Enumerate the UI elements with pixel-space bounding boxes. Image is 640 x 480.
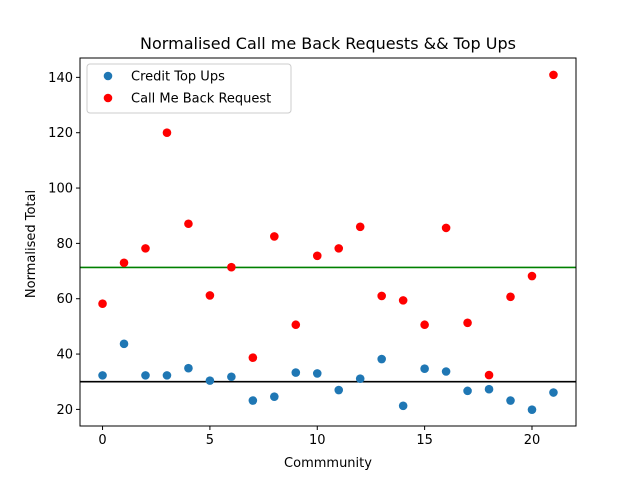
reference-lines bbox=[80, 266, 576, 383]
legend-label-1: Call Me Back Request bbox=[131, 92, 271, 107]
x-tick-label: 20 bbox=[524, 433, 541, 448]
point-series-1-4 bbox=[184, 219, 193, 229]
point-series-1-7 bbox=[248, 353, 258, 362]
point-series-1-8 bbox=[270, 232, 279, 241]
x-axis-ticks: 0 5 10 15 20 bbox=[98, 426, 540, 448]
point-series-1-5 bbox=[205, 291, 215, 300]
y-tick-label: 120 bbox=[48, 126, 73, 141]
point-series-0-12 bbox=[355, 374, 365, 383]
point-series-1-0 bbox=[98, 299, 107, 309]
point-series-0-4 bbox=[184, 363, 193, 373]
point-series-1-21 bbox=[549, 70, 558, 80]
data-points bbox=[98, 70, 558, 414]
point-series-1-17 bbox=[463, 318, 472, 328]
point-series-1-3 bbox=[162, 128, 172, 138]
point-series-0-17 bbox=[463, 386, 472, 396]
x-tick-label: 0 bbox=[98, 433, 106, 448]
point-series-0-14 bbox=[398, 401, 408, 411]
point-series-0-2 bbox=[141, 371, 150, 380]
y-tick-label: 60 bbox=[56, 292, 73, 307]
point-series-0-20 bbox=[527, 405, 537, 414]
legend-box bbox=[86, 63, 292, 114]
legend: Credit Top Ups Call Me Back Request bbox=[86, 63, 292, 114]
legend-marker-1 bbox=[103, 93, 113, 103]
plot-area-frame bbox=[79, 57, 577, 427]
y-tick-label: 40 bbox=[56, 348, 73, 363]
point-series-0-21 bbox=[549, 388, 558, 397]
x-axis-label: Commmunity bbox=[284, 456, 372, 471]
point-series-1-15 bbox=[420, 320, 429, 330]
point-series-1-12 bbox=[355, 222, 365, 232]
point-series-1-20 bbox=[527, 271, 537, 281]
y-tick-label: 100 bbox=[48, 182, 73, 197]
y-axis-ticks: 20 40 60 80 100 120 140 bbox=[48, 71, 80, 418]
point-series-0-3 bbox=[162, 371, 172, 380]
x-tick-label: 5 bbox=[206, 433, 214, 448]
point-series-1-13 bbox=[377, 291, 386, 301]
point-series-0-9 bbox=[291, 368, 301, 377]
y-tick-label: 20 bbox=[56, 403, 73, 418]
point-series-0-10 bbox=[312, 369, 322, 378]
chart-title: Normalised Call me Back Requests && Top … bbox=[140, 34, 516, 53]
point-series-1-14 bbox=[398, 296, 408, 305]
y-tick-label: 140 bbox=[48, 71, 73, 86]
point-series-0-16 bbox=[441, 367, 451, 376]
x-tick-label: 15 bbox=[416, 433, 433, 448]
point-series-0-7 bbox=[248, 396, 258, 405]
point-series-0-11 bbox=[334, 385, 344, 395]
point-series-1-1 bbox=[119, 258, 129, 268]
point-series-0-13 bbox=[377, 354, 386, 364]
point-series-1-9 bbox=[291, 320, 301, 330]
point-series-1-11 bbox=[334, 244, 344, 253]
x-tick-label: 10 bbox=[309, 433, 326, 448]
point-series-1-6 bbox=[227, 262, 236, 272]
legend-label-0: Credit Top Ups bbox=[131, 70, 225, 85]
point-series-0-18 bbox=[484, 384, 494, 394]
point-series-1-18 bbox=[484, 370, 494, 380]
point-series-1-16 bbox=[441, 223, 451, 233]
y-axis-label: Normalised Total bbox=[24, 190, 39, 298]
point-series-1-2 bbox=[141, 244, 150, 253]
point-series-0-1 bbox=[119, 339, 129, 349]
legend-marker-0 bbox=[103, 71, 113, 81]
point-series-0-6 bbox=[227, 372, 236, 382]
point-series-0-8 bbox=[270, 392, 279, 401]
point-series-1-19 bbox=[506, 292, 515, 302]
y-tick-label: 80 bbox=[56, 237, 73, 252]
point-series-0-19 bbox=[506, 396, 515, 405]
point-series-0-5 bbox=[205, 376, 215, 385]
point-series-0-0 bbox=[98, 371, 107, 380]
point-series-1-10 bbox=[312, 251, 322, 261]
point-series-0-15 bbox=[420, 364, 429, 374]
